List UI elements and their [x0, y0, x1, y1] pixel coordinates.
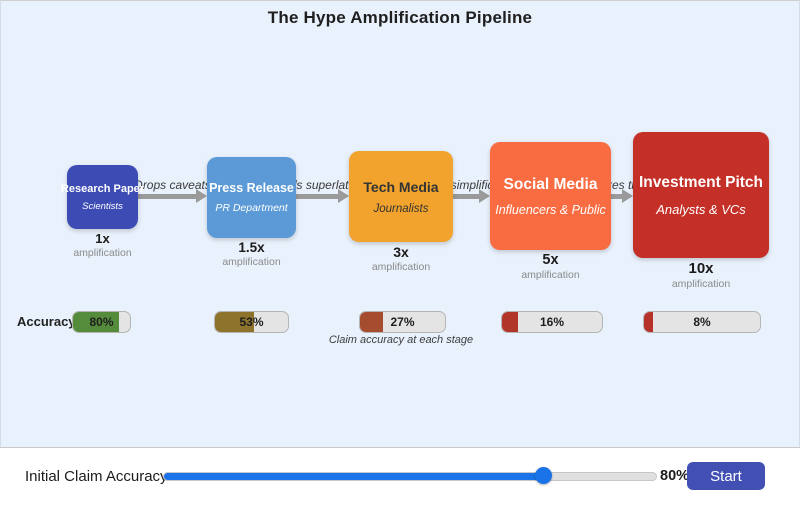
- stage-actor: Scientists: [82, 200, 123, 212]
- stage-box-investment-pitch: Investment Pitch Analysts & VCs: [633, 132, 769, 258]
- stage-actor: Journalists: [373, 202, 429, 215]
- flow-arrow-icon: [453, 189, 490, 203]
- arrow-shaft: [453, 193, 479, 199]
- page-title: The Hype Amplification Pipeline: [267, 8, 533, 27]
- flow-arrow-icon: [296, 189, 349, 203]
- amplification-caption: amplification: [521, 269, 580, 281]
- accuracy-bar-value: 53%: [239, 315, 264, 329]
- accuracy-bar-value: 16%: [539, 315, 565, 329]
- arrow-shaft: [138, 193, 196, 199]
- amplification-label: 5x amplification: [491, 252, 611, 281]
- stage-box-tech-media: Tech Media Journalists: [349, 151, 453, 242]
- amplification-label: 1x amplification: [43, 231, 163, 259]
- amplification-caption: amplification: [73, 247, 132, 259]
- accuracy-bar-fill: [644, 312, 654, 332]
- arrow-shaft: [611, 193, 622, 199]
- stage-actor: Influencers & Public: [495, 202, 606, 217]
- amplification-value: 3x: [393, 244, 409, 260]
- accuracy-bar-value: 80%: [89, 315, 114, 329]
- accuracy-bar: 27%: [359, 311, 446, 333]
- amplification-label: 10x amplification: [641, 260, 761, 290]
- initial-accuracy-slider[interactable]: [163, 467, 657, 484]
- stage-box-social-media: Social Media Influencers & Public: [490, 142, 611, 250]
- arrow-head-icon: [622, 189, 633, 203]
- amplification-label: 3x amplification: [341, 244, 461, 273]
- amplification-value: 1.5x: [238, 240, 265, 255]
- amplification-value: 10x: [688, 260, 714, 277]
- initial-accuracy-label: Initial Claim Accuracy:: [25, 468, 172, 485]
- amplification-value: 5x: [542, 252, 559, 268]
- stage-actor: Analysts & VCs: [656, 201, 746, 217]
- accuracy-row-label: Accuracy: [17, 314, 76, 329]
- stage-title: Research Paper: [60, 182, 145, 195]
- diagram-panel: The Hype Amplification Pipeline Drops ca…: [0, 0, 800, 448]
- accuracy-bar: 16%: [501, 311, 603, 333]
- flow-arrow-icon: [138, 189, 207, 203]
- amplification-label: 1.5x amplification: [192, 240, 312, 268]
- arrow-head-icon: [196, 189, 207, 203]
- stage-title: Tech Media: [363, 178, 439, 195]
- slider-thumb[interactable]: [535, 467, 552, 484]
- accuracy-bar-value: 27%: [390, 315, 415, 329]
- amplification-value: 1x: [95, 231, 110, 246]
- arrow-label-adds-superlatives: Adds superlatives: [275, 178, 370, 192]
- stage-title: Social Media: [503, 175, 598, 193]
- accuracy-bar: 8%: [643, 311, 761, 333]
- accuracy-bar-value: 8%: [693, 315, 711, 329]
- amplification-caption: amplification: [671, 278, 731, 290]
- accuracy-bar-fill: [73, 312, 119, 332]
- arrow-head-icon: [338, 189, 349, 203]
- stage-actor: PR Department: [215, 202, 288, 214]
- arrow-label-drops-caveats: Drops caveats: [134, 178, 211, 192]
- accuracy-caption: Claim accuracy at each stage: [328, 334, 474, 346]
- accuracy-bar-fill: [215, 312, 254, 332]
- amplification-caption: amplification: [371, 261, 431, 273]
- slider-fill: [164, 473, 543, 480]
- stage-box-press-release: Press Release PR Department: [207, 157, 296, 238]
- amplification-caption: amplification: [222, 256, 281, 268]
- arrow-head-icon: [479, 189, 490, 203]
- arrow-shaft: [296, 193, 338, 199]
- accuracy-bar-fill: [502, 312, 518, 332]
- stage-title: Investment Pitch: [638, 173, 764, 191]
- controls-bar: Initial Claim Accuracy: 80% Start: [0, 447, 800, 532]
- stage-box-research-paper: Research Paper Scientists: [61, 165, 144, 229]
- stage-title: Press Release: [209, 181, 294, 195]
- accuracy-bar-fill: [360, 312, 383, 332]
- start-button[interactable]: Start: [687, 462, 765, 490]
- initial-accuracy-value: 80%: [660, 468, 690, 484]
- flow-arrow-icon: [611, 189, 633, 203]
- accuracy-bar: 53%: [214, 311, 289, 333]
- accuracy-bar: 80%: [72, 311, 131, 333]
